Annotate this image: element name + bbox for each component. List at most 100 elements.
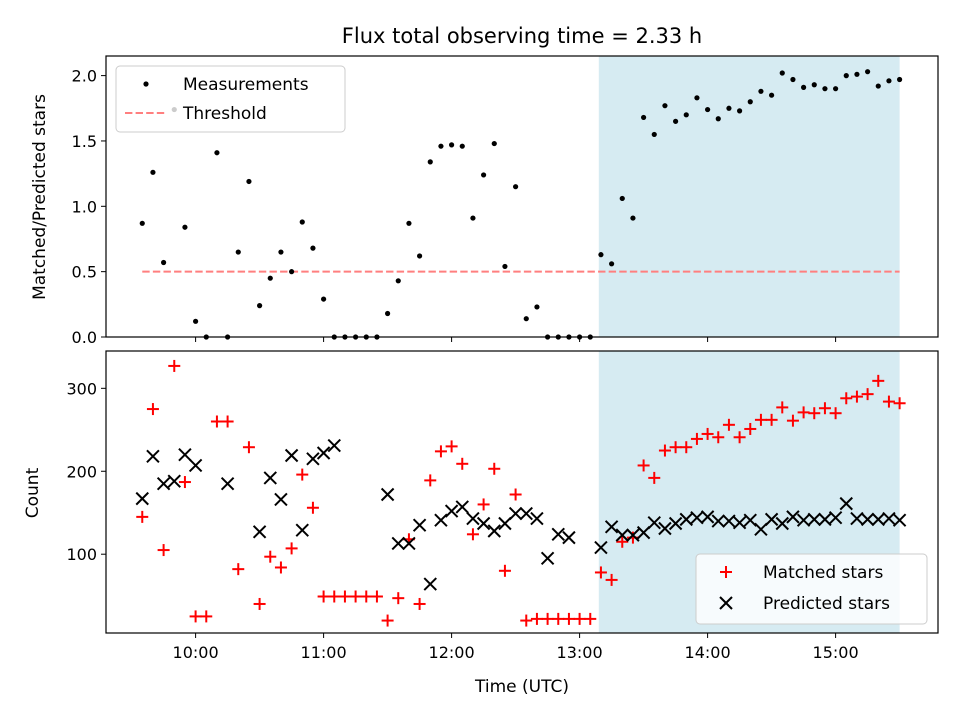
predicted-star-point [860,512,875,527]
predicted-star-point [668,516,683,531]
predicted-star-point [476,516,491,531]
matched-star-point [328,590,341,603]
matched-star-point [680,441,693,454]
matched-star-point [488,462,501,475]
bottom-y-tick-label: 100 [66,545,97,564]
matched-star-point [861,388,874,401]
top-y-tick-label: 0.5 [72,263,97,282]
measurement-point [299,219,305,225]
top-y-axis-label: Matched/Predicted stars [30,94,50,300]
matched-star-point [445,440,458,453]
predicted-star-point [263,471,277,485]
matched-star-point [797,406,810,419]
matched-star-point [413,597,426,610]
predicted-star-point [818,512,832,527]
measurement-point [267,275,273,281]
predicted-star-point [455,500,469,514]
matched-star-point [338,590,351,603]
matched-star-point [690,432,703,445]
measurement-point [630,215,636,221]
predicted-star-point [551,527,565,542]
predicted-star-point [220,476,235,491]
measurement-point [673,118,679,124]
predicted-star-point [647,515,661,530]
measurement-point [811,82,817,88]
predicted-star-point [444,504,459,518]
matched-star-point [168,359,181,372]
measurement-point [705,106,711,113]
matched-star-point [370,590,383,603]
measurement-point [779,70,785,76]
matched-star-point [434,445,447,458]
matched-star-point [509,488,522,501]
x-tick-label: 11:00 [301,643,347,662]
predicted-star-point [722,514,736,528]
measurement-point [182,224,188,230]
matched-star-point [562,612,575,625]
matched-star-point [573,612,586,625]
matched-star-point [786,414,799,427]
top-shaded-region [598,56,900,337]
matched-star-point [882,395,895,408]
measurement-point [470,215,476,221]
top-y-tick-label: 0.0 [72,328,97,347]
predicted-star-point [434,513,448,527]
measurement-point [438,143,444,149]
measurements-points [139,69,903,340]
matched-star-point [424,474,437,487]
measurement-point [459,143,465,149]
measurement-point [843,73,849,79]
x-tick-label: 15:00 [813,643,859,662]
measurement-point [139,220,145,226]
matched-star-point [605,573,618,586]
top-y-tick-label: 2.0 [72,67,97,86]
matched-star-point [157,544,170,557]
matched-star-point [264,550,277,563]
predicted-star-point [274,492,288,507]
predicted-star-point [754,522,768,537]
predicted-star-point [711,514,725,528]
top-y-tick-label: 1.0 [72,197,97,216]
measurement-point [257,303,263,309]
bottom-y-tick-label: 200 [66,462,97,481]
matched-star-point [349,590,362,603]
predicted-star-point [786,510,800,524]
matched-star-point [765,413,778,426]
predicted-star-point [764,512,779,527]
measurement-point [161,259,167,266]
bottom-y-ticks: 100 200 300 [66,379,106,564]
measurement-point [865,69,871,75]
bottom-x-ticks: 10:00 11:00 12:00 13:00 14:00 15:00 [173,633,859,662]
matched-star-point [712,431,725,444]
x-tick-label: 10:00 [173,643,219,662]
measurement-point [523,316,529,322]
matched-star-point [616,535,629,548]
measurement-point [235,249,241,255]
measurement-point [321,296,327,302]
measurement-point [651,131,657,138]
bottom-axes-frame [105,350,939,634]
matched-star-point [232,563,245,576]
predicted-star-point [391,536,405,551]
predicted-star-point [167,474,181,488]
predicted-star-point [487,524,501,538]
matched-star-point [818,402,831,415]
matched-star-point [840,392,853,405]
measurement-point [598,252,604,258]
predicted-star-point [519,506,533,521]
predicted-star-point [423,577,437,591]
measurement-point [289,269,295,275]
matched-star-point [210,415,223,428]
matched-star-point [146,403,159,416]
x-axis-label: Time (UTC) [474,677,569,697]
matched-star-point [520,614,533,627]
predicted-star-point [135,491,149,506]
predicted-star-point [594,540,608,555]
matched-star-point [541,612,554,625]
measurement-point [278,249,284,255]
legend-predicted-marker [719,596,733,610]
matched-star-point [872,374,885,387]
predicted-star-point [807,512,821,527]
matched-star-point [360,590,373,603]
measurement-point [609,261,615,267]
